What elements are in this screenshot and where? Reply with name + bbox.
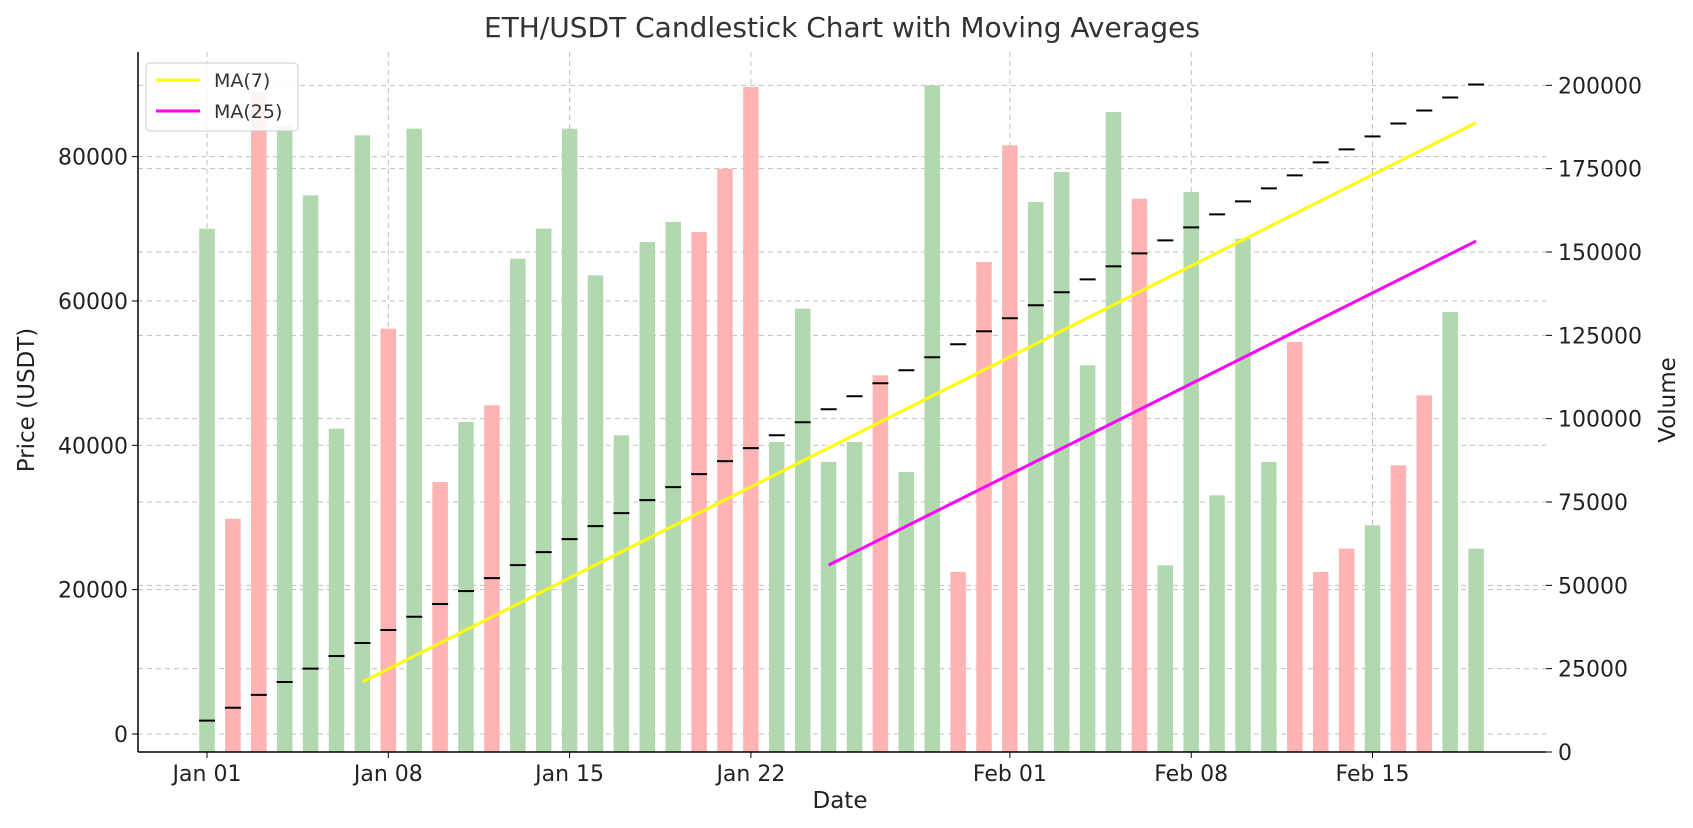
- volume-bar: [1261, 462, 1277, 752]
- x-tick-label: Jan 22: [714, 762, 785, 787]
- volume-bar: [1442, 312, 1458, 752]
- volume-bar: [354, 135, 371, 753]
- y2-tick-label: 200000: [1558, 74, 1642, 99]
- volume-bar: [1053, 172, 1070, 752]
- volume-bar: [302, 195, 319, 753]
- volume-bar: [1338, 548, 1355, 752]
- volume-bar: [872, 375, 889, 752]
- volume-bar: [561, 128, 578, 752]
- volume-bar: [1390, 465, 1407, 752]
- tick-labels: 0 20000 40000 60000 80000 0 25000 50000 75000 100…: [58, 74, 1642, 787]
- volume-bar: [1183, 192, 1199, 752]
- y-tick-label: 20000: [58, 579, 128, 604]
- volume-bar: [976, 262, 992, 752]
- volume-bar: [1312, 572, 1329, 752]
- volume-bar: [1287, 342, 1303, 752]
- y-tick-label: 0: [114, 723, 128, 748]
- x-tick-label: Feb 08: [1154, 762, 1228, 787]
- volume-bar: [1131, 198, 1148, 752]
- x-tick-label: Jan 08: [352, 762, 423, 787]
- volume-bar: [380, 328, 397, 752]
- volume-bar: [639, 242, 656, 752]
- volume-bar: [328, 428, 345, 752]
- volume-bar: [1468, 548, 1484, 752]
- volume-bar: [1416, 395, 1433, 752]
- volume-bar: [1364, 525, 1381, 752]
- y2-tick-label: 150000: [1558, 241, 1642, 266]
- volume-bar: [1079, 365, 1096, 752]
- volume-bar: [406, 128, 422, 752]
- volume-bar: [199, 228, 215, 752]
- volume-bar: [1235, 238, 1251, 752]
- volume-bar: [225, 518, 241, 752]
- volume-bar: [587, 275, 604, 752]
- y2-axis-title: Volume: [1655, 357, 1681, 443]
- chart-title: ETH/USDT Candlestick Chart with Moving A…: [484, 11, 1200, 44]
- y-tick-label: 40000: [58, 434, 128, 459]
- x-tick-label: Jan 15: [533, 762, 604, 787]
- y-tick-label: 60000: [58, 290, 128, 315]
- y2-tick-label: 75000: [1558, 491, 1628, 516]
- legend-label-ma25: MA(25): [214, 101, 282, 123]
- volume-bar: [1209, 495, 1225, 752]
- volume-bar: [535, 228, 552, 752]
- y2-tick-label: 0: [1558, 741, 1572, 766]
- ma-line-ma25: [827, 239, 1477, 567]
- ma-line-ma7: [361, 121, 1477, 684]
- volume-bar: [276, 125, 293, 753]
- x-tick-label: Feb 15: [1336, 762, 1410, 787]
- y2-tick-label: 25000: [1558, 658, 1628, 683]
- volume-bar: [432, 482, 448, 752]
- y2-tick-label: 100000: [1558, 408, 1642, 433]
- volume-bar: [1028, 202, 1044, 752]
- volume-bar: [613, 435, 630, 752]
- volume-bar: [924, 85, 940, 753]
- axes: [132, 52, 1552, 758]
- volume-bar: [1105, 112, 1122, 752]
- x-tick-label: Jan 01: [171, 762, 242, 787]
- volume-bar: [769, 442, 785, 752]
- x-axis-title: Date: [813, 788, 868, 814]
- volume-bar: [691, 232, 707, 752]
- legend: MA(7) MA(25): [145, 62, 299, 132]
- volume-bar: [743, 87, 759, 752]
- volume-bar: [794, 308, 811, 752]
- y2-tick-label: 125000: [1558, 324, 1642, 349]
- legend-label-ma7: MA(7): [214, 70, 270, 92]
- volume-bar: [510, 258, 526, 752]
- volume-bar: [1002, 145, 1018, 753]
- candles: [199, 83, 1485, 722]
- y2-tick-label: 175000: [1558, 158, 1642, 183]
- volume-bar: [820, 462, 837, 752]
- x-tick-label: Feb 01: [973, 762, 1047, 787]
- moving-averages: [361, 121, 1477, 684]
- volume-bar: [898, 472, 915, 752]
- y2-tick-label: 50000: [1558, 574, 1628, 599]
- volume-bar: [1157, 565, 1174, 752]
- volume-bar: [846, 442, 863, 752]
- volume-bar: [251, 92, 267, 752]
- volume-bar: [458, 422, 474, 752]
- grid: [138, 52, 1546, 753]
- y-axis-title: Price (USDT): [14, 328, 40, 473]
- volume-bar: [950, 572, 966, 752]
- y-tick-label: 80000: [58, 146, 128, 171]
